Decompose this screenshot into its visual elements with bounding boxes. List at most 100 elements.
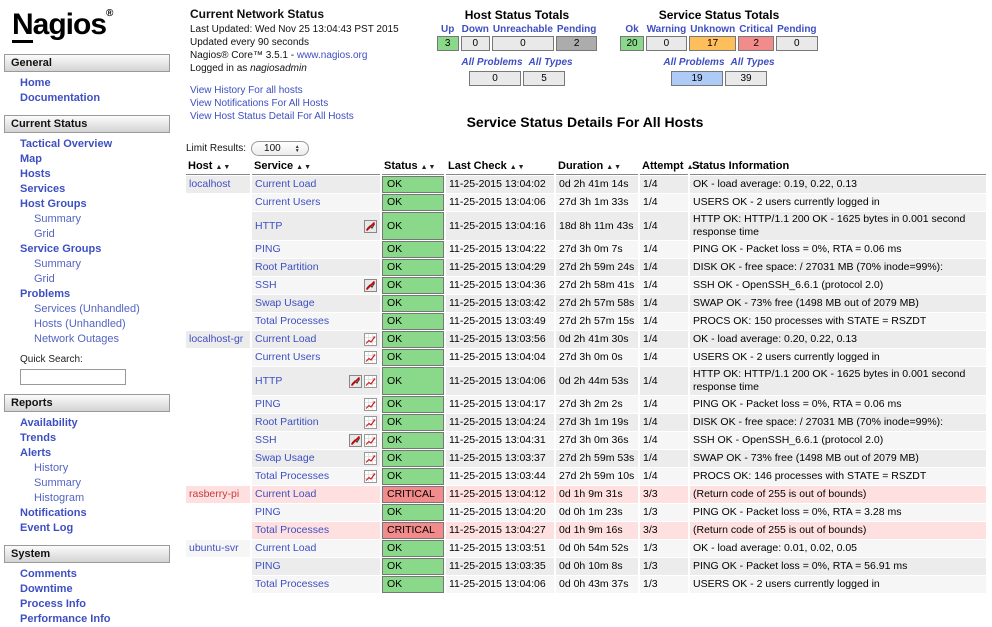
perf-graph-icon[interactable] [364,398,377,411]
sidebar-item-documentation[interactable]: Documentation [20,92,101,104]
sidebar-item-grid[interactable]: Grid [34,273,55,285]
notifications-disabled-icon[interactable] [364,219,377,233]
sort-arrows-icon[interactable]: ▲▼ [686,164,703,171]
service-link[interactable]: Root Partition [255,261,319,273]
sidebar-item-summary[interactable]: Summary [34,213,82,225]
sidebar-item-map[interactable]: Map [20,153,42,165]
host-link-rasberry-pi[interactable]: rasberry-pi [189,488,240,500]
sidebar-item-alerts[interactable]: Alerts [20,447,52,459]
perf-graph-icon[interactable] [364,452,377,465]
sidebar-item-home[interactable]: Home [20,77,51,89]
sidebar-item-service-groups[interactable]: Service Groups [20,243,102,255]
column-header-duration[interactable]: Duration ▲▼ [556,159,638,175]
view-link-view-host-status-detail-for-all-hosts[interactable]: View Host Status Detail For All Hosts [190,111,354,122]
totals-column-up[interactable]: Up [440,24,455,35]
service-link[interactable]: PING [255,398,281,410]
sidebar-item-notifications[interactable]: Notifications [20,507,87,519]
sidebar-item-process-info[interactable]: Process Info [20,598,87,610]
service-link[interactable]: Total Processes [255,315,330,327]
service-all-problems-link[interactable]: All Problems [663,57,725,68]
service-link[interactable]: Total Processes [255,524,330,536]
notifications-disabled-icon[interactable] [364,279,377,292]
sidebar-item-event-log[interactable]: Event Log [20,522,74,534]
perf-graph-icon[interactable] [364,470,377,483]
column-header-service[interactable]: Service ▲▼ [252,159,380,175]
service-link[interactable]: Swap Usage [255,452,315,464]
service-all-types-link[interactable]: All Types [730,57,775,68]
host-link-localhost[interactable]: localhost [189,178,231,190]
service-link[interactable]: SSH [255,434,277,446]
service-link[interactable]: Total Processes [255,578,330,590]
service-link[interactable]: Swap Usage [255,297,315,309]
sidebar-item-grid[interactable]: Grid [34,228,55,240]
column-header-host[interactable]: Host ▲▼ [186,159,250,175]
totals-column-warning[interactable]: Warning [646,24,687,35]
service-link[interactable]: PING [255,243,281,255]
sidebar-item-summary[interactable]: Summary [34,258,82,270]
totals-column-pending[interactable]: Pending [556,24,597,35]
service-link[interactable]: Current Load [255,542,317,554]
host-all-types-link[interactable]: All Types [528,57,573,68]
perf-graph-icon[interactable] [364,374,377,388]
view-link-view-history-for-all-hosts[interactable]: View History For all hosts [190,85,303,96]
sort-arrows-icon[interactable]: ▲▼ [606,164,623,171]
totals-column-down[interactable]: Down [461,24,489,35]
sidebar-item-network-outages[interactable]: Network Outages [34,333,119,345]
service-link[interactable]: Current Load [255,333,317,345]
service-link[interactable]: HTTP [255,374,283,387]
quick-search: Quick Search: [0,347,178,385]
sidebar-item-trends[interactable]: Trends [20,432,57,444]
totals-column-pending[interactable]: Pending [777,24,817,35]
service-link[interactable]: HTTP [255,219,283,232]
service-link[interactable]: Current Users [255,351,321,363]
host-link-ubuntu-svr[interactable]: ubuntu-svr [189,542,239,554]
totals-column-unreachable[interactable]: Unreachable [492,24,553,35]
column-header-last-check[interactable]: Last Check ▲▼ [446,159,554,175]
sidebar-item-summary[interactable]: Summary [34,477,82,489]
perf-graph-icon[interactable] [364,351,377,364]
service-totals-title: Service Status Totals [658,8,780,22]
nagios-org-link[interactable]: www.nagios.org [296,50,368,61]
sidebar-item-downtime[interactable]: Downtime [20,583,73,595]
column-header-attempt[interactable]: Attempt ▲▼ [640,159,701,175]
totals-column-unknown[interactable]: Unknown [690,24,736,35]
sidebar-item-hosts[interactable]: Hosts [20,168,51,180]
notifications-disabled-icon[interactable] [349,374,362,388]
last-check-cell: 11-25-2015 13:04:22 [446,241,554,258]
sidebar-item-hosts-unhandled[interactable]: Hosts (Unhandled) [34,318,126,330]
notifications-disabled-icon[interactable] [349,434,362,447]
service-link[interactable]: PING [255,506,281,518]
totals-column-critical[interactable]: Critical [739,24,774,35]
sort-arrows-icon[interactable]: ▲▼ [509,164,526,171]
service-link[interactable]: SSH [255,279,277,291]
service-link[interactable]: Current Load [255,488,317,500]
host-link-localhost-gr[interactable]: localhost-gr [189,333,244,345]
column-header-status[interactable]: Status ▲▼ [382,159,444,175]
sort-arrows-icon[interactable]: ▲▼ [296,164,313,171]
perf-graph-icon[interactable] [364,416,377,429]
sidebar-item-services-unhandled[interactable]: Services (Unhandled) [34,303,140,315]
service-link[interactable]: Current Users [255,196,321,208]
limit-results-select[interactable]: 100 ▲ ▼ [251,141,310,156]
view-link-view-notifications-for-all-hosts[interactable]: View Notifications For All Hosts [190,98,329,109]
sidebar-item-problems[interactable]: Problems [20,288,71,300]
service-link[interactable]: PING [255,560,281,572]
quick-search-input[interactable] [20,369,126,385]
sort-arrows-icon[interactable]: ▲▼ [420,164,437,171]
sort-arrows-icon[interactable]: ▲▼ [215,164,232,171]
sidebar-item-host-groups[interactable]: Host Groups [20,198,87,210]
sidebar-item-histogram[interactable]: Histogram [34,492,85,504]
sidebar-item-services[interactable]: Services [20,183,66,195]
totals-column-ok[interactable]: Ok [625,24,639,35]
sidebar-item-availability[interactable]: Availability [20,417,78,429]
sidebar-item-comments[interactable]: Comments [20,568,77,580]
perf-graph-icon[interactable] [364,333,377,346]
service-link[interactable]: Total Processes [255,470,330,482]
sidebar-item-performance-info[interactable]: Performance Info [20,613,111,625]
service-link[interactable]: Root Partition [255,416,319,428]
host-all-problems-link[interactable]: All Problems [461,57,523,68]
sidebar-item-tactical-overview[interactable]: Tactical Overview [20,138,113,150]
service-link[interactable]: Current Load [255,178,317,190]
perf-graph-icon[interactable] [364,434,377,447]
sidebar-item-history[interactable]: History [34,462,69,474]
